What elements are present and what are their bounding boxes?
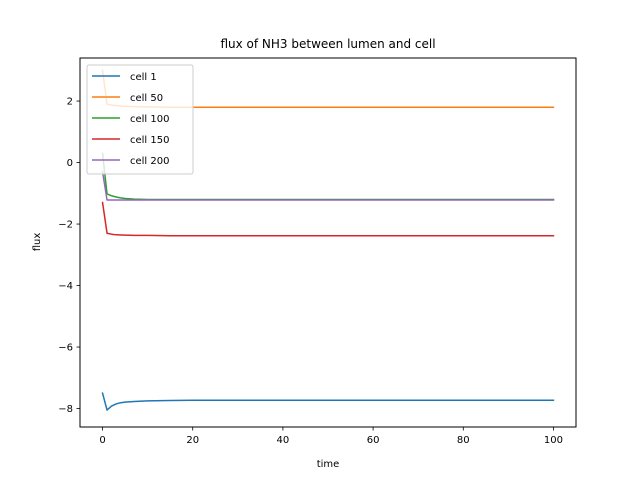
legend-label: cell 1 (130, 72, 157, 83)
legend-label: cell 50 (130, 93, 163, 104)
series-line-1 (101, 392, 555, 411)
x-tick-label: 60 (367, 435, 380, 446)
y-ticks: −8 −6 −4 −2 0 2 (58, 97, 80, 415)
legend-label: cell 200 (130, 156, 169, 167)
legend-label: cell 150 (130, 135, 169, 146)
legend-box (86, 64, 194, 175)
x-ticks: 0 20 40 60 80 100 (99, 427, 563, 446)
y-axis-label: flux (32, 233, 43, 252)
x-tick-label: 100 (544, 435, 563, 446)
y-tick-label: −8 (58, 404, 73, 415)
axes-layer (79, 57, 577, 428)
plot-frame (79, 57, 577, 428)
legend: cell 1 cell 50 cell 100 cell 150 cell 200 (86, 64, 194, 175)
series-line-5 (101, 170, 555, 201)
x-tick-label: 80 (457, 435, 470, 446)
y-tick-label: 2 (67, 97, 73, 108)
legend-label: cell 100 (130, 114, 169, 125)
x-tick-label: 20 (186, 435, 199, 446)
y-tick-label: −2 (58, 220, 73, 231)
chart-title: flux of NH3 between lumen and cell (220, 37, 435, 51)
y-tick-label: −6 (58, 343, 73, 354)
y-tick-label: 0 (67, 158, 73, 169)
x-tick-label: 0 (99, 435, 105, 446)
x-axis-label: time (317, 459, 340, 470)
series-line-4 (101, 201, 555, 237)
x-tick-label: 40 (277, 435, 290, 446)
y-tick-label: −4 (58, 281, 73, 292)
